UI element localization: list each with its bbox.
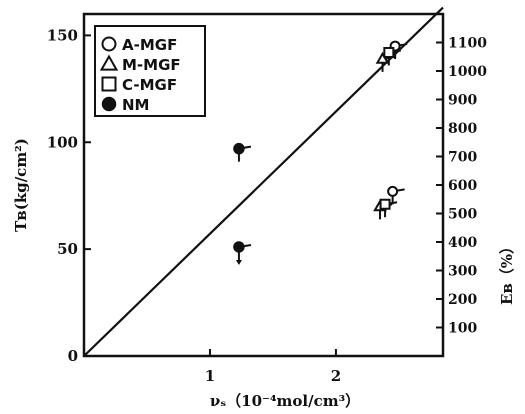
y-right-tick-label: 300 bbox=[448, 264, 477, 280]
legend-open-square-marker bbox=[101, 76, 117, 92]
y-right-tick-label: 700 bbox=[448, 150, 477, 166]
open-square-marker bbox=[379, 198, 391, 210]
open-triangle-marker bbox=[375, 51, 390, 64]
x-axis-label: νₛ（10⁻⁴mol/cm³） bbox=[210, 392, 360, 410]
legend-filled-circle-marker bbox=[101, 96, 117, 112]
y-right-tick-label: 900 bbox=[448, 93, 477, 109]
legend-label: C-MGF bbox=[122, 76, 177, 94]
arrow-head bbox=[235, 259, 242, 265]
y-right-tick-label: 1100 bbox=[448, 36, 487, 52]
y-right-tick-label: 200 bbox=[448, 292, 477, 308]
legend-label: A-MGF bbox=[122, 36, 177, 54]
plot-layer: 0 50 100 150 100 200 300 400 500 600 700 800 900 1000… bbox=[47, 6, 487, 385]
filled-circle-marker bbox=[233, 142, 245, 155]
y-left-tick-label: 150 bbox=[47, 26, 78, 44]
x-tick-label: 2 bbox=[331, 367, 341, 385]
legend-open-circle-marker bbox=[101, 36, 117, 52]
y-axis-label-left: Tʙ(kg/cm²) bbox=[12, 138, 30, 232]
x-tick-label: 1 bbox=[205, 367, 215, 385]
legend-open-triangle-marker bbox=[99, 54, 119, 71]
open-square-marker bbox=[383, 46, 395, 58]
y-right-tick-label: 1000 bbox=[448, 64, 487, 80]
y-right-tick-label: 600 bbox=[448, 178, 477, 194]
legend-label: NM bbox=[122, 96, 149, 114]
y-right-tick-label: 400 bbox=[448, 235, 477, 251]
filled-circle-marker bbox=[233, 241, 245, 253]
y-right-tick-label: 500 bbox=[448, 207, 477, 223]
y-left-tick-label: 0 bbox=[68, 347, 78, 365]
y-right-tick-label: 100 bbox=[448, 321, 477, 337]
y-axis-label-right: Eʙ（%） bbox=[498, 239, 516, 305]
open-circle-marker bbox=[387, 185, 399, 197]
legend-label: M-MGF bbox=[122, 56, 181, 74]
y-left-tick-label: 50 bbox=[57, 240, 78, 258]
y-left-tick-label: 100 bbox=[47, 133, 78, 151]
y-right-tick-label: 800 bbox=[448, 121, 477, 137]
